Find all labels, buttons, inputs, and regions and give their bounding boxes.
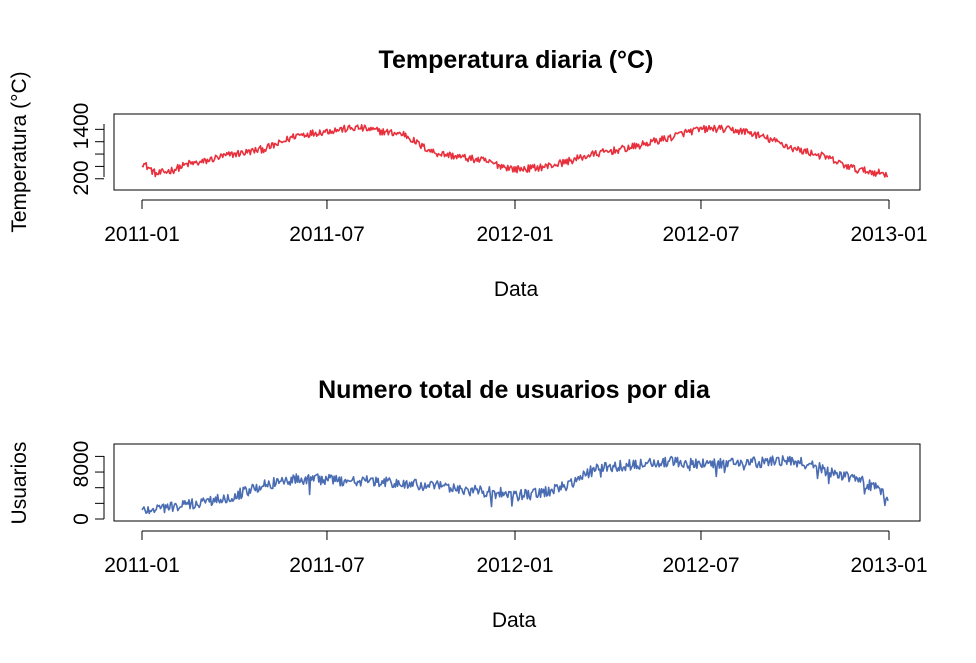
x-axis-label: Data xyxy=(492,609,537,632)
x-tick-label: 2012-01 xyxy=(476,223,553,246)
chart-title: Numero total de usuarios por dia xyxy=(318,376,711,404)
x-tick-label: 2012-01 xyxy=(476,554,553,577)
x-ticks xyxy=(141,200,890,209)
y-axis-label: Usuarios xyxy=(8,442,31,525)
chart-title: Temperatura diaria (°C) xyxy=(379,46,654,74)
series-line xyxy=(141,455,889,515)
x-tick-label: 2013-01 xyxy=(850,554,927,577)
y-ticks xyxy=(95,128,104,180)
series-group xyxy=(141,124,889,178)
y-tick-label: 200 xyxy=(70,160,93,195)
x-tick-label: 2011-01 xyxy=(104,554,180,577)
panel-temperature: Temperatura diaria (°C) 200 1400 2011-01… xyxy=(8,46,928,301)
series-line xyxy=(141,124,889,178)
series-group xyxy=(141,455,889,515)
x-axis-label: Data xyxy=(494,278,539,301)
y-ticks xyxy=(95,455,104,520)
y-tick-label: 8000 xyxy=(70,441,93,488)
x-ticks xyxy=(141,531,890,540)
x-tick-label: 2011-07 xyxy=(289,223,365,246)
x-tick-label: 2011-01 xyxy=(104,223,180,246)
y-axis-label: Temperatura (°C) xyxy=(8,71,31,232)
panel-users: Numero total de usuarios por dia 0 8000 … xyxy=(8,376,928,632)
plot-frame xyxy=(113,443,921,522)
x-tick-label: 2012-07 xyxy=(662,554,739,577)
y-tick-label: 1400 xyxy=(70,103,93,150)
x-tick-label: 2011-07 xyxy=(289,554,365,577)
plot-frame xyxy=(113,113,921,191)
x-tick-label: 2012-07 xyxy=(662,223,739,246)
y-tick-label: 0 xyxy=(70,513,93,525)
x-tick-label: 2013-01 xyxy=(850,223,927,246)
